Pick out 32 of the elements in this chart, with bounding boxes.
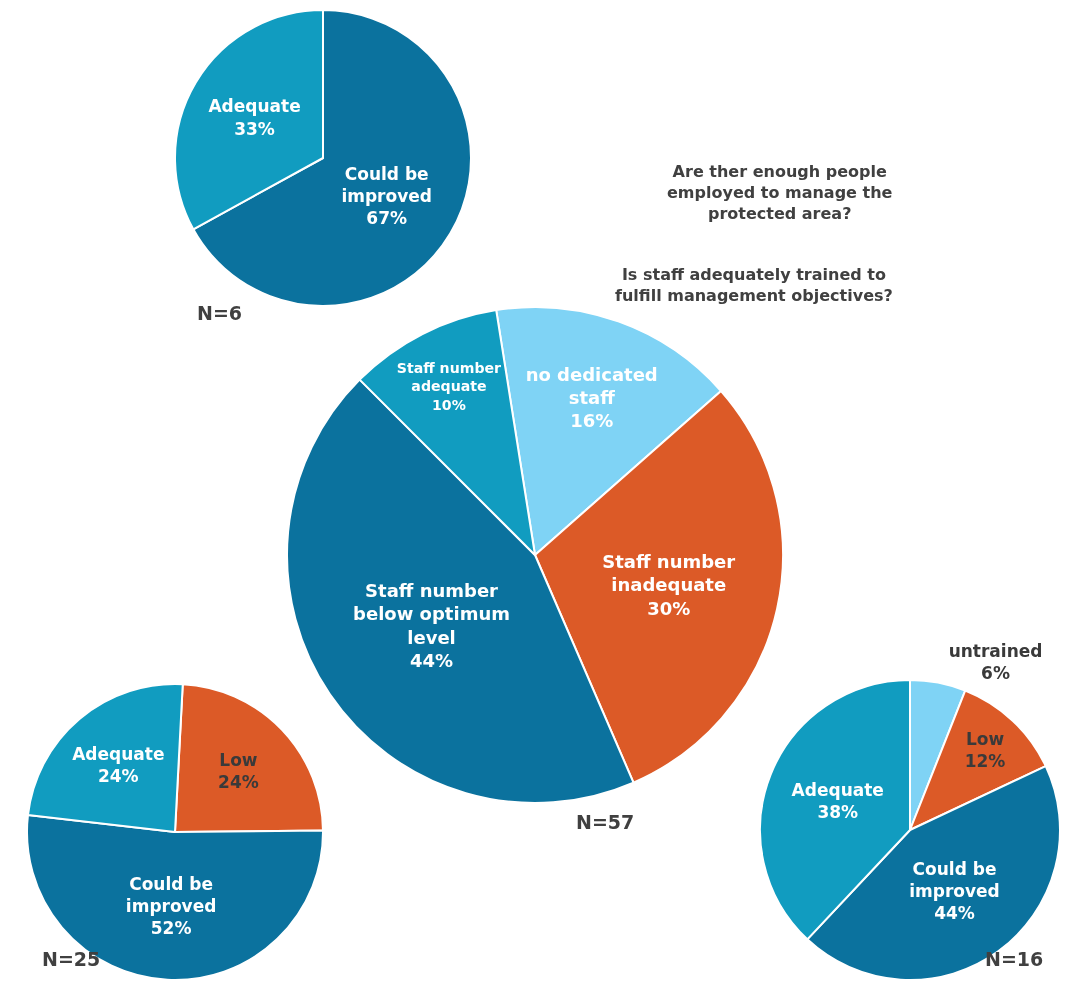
slice-label: Adequate [72,743,165,764]
slice-label: untrained [948,641,1043,662]
data-label: 44% [934,903,975,924]
data-label: 24% [218,772,259,793]
text: N=6 [197,302,243,324]
data-label: 33% [234,118,275,139]
data-label: 30% [647,597,691,619]
text: Is staff adequately trained to fulfill management objectives? [615,265,893,305]
data-label: 44% [409,649,454,671]
data-label: 16% [570,410,614,432]
data-label: 10% [432,396,466,413]
text: N=57 [576,811,635,833]
text: Are ther enough people employed to manage the protected area? [667,162,893,223]
slice-label: Staff number inadequate [602,551,736,596]
slice-label: no dedicated staff [525,363,658,409]
slice-label: Could be improved [125,873,217,916]
slice-label: Staff number below optimum level [353,579,510,648]
slice-label: Low [219,750,258,771]
data-label: 6% [981,663,1010,684]
text: N=25 [42,948,101,970]
slice-label: Could be improved [909,859,1000,902]
slice-label: Adequate [208,96,301,117]
slice-label: Low [965,729,1005,750]
slice-label: Could be improved [341,163,432,206]
text: N=16 [985,948,1044,970]
data-label: 12% [964,751,1006,772]
slice-label: Adequate [791,780,884,801]
data-label: 38% [817,802,859,823]
data-label: 67% [366,207,408,228]
slice-label: Staff number adequate [396,359,502,395]
data-label: 24% [97,765,139,786]
data-label: 52% [150,918,192,938]
